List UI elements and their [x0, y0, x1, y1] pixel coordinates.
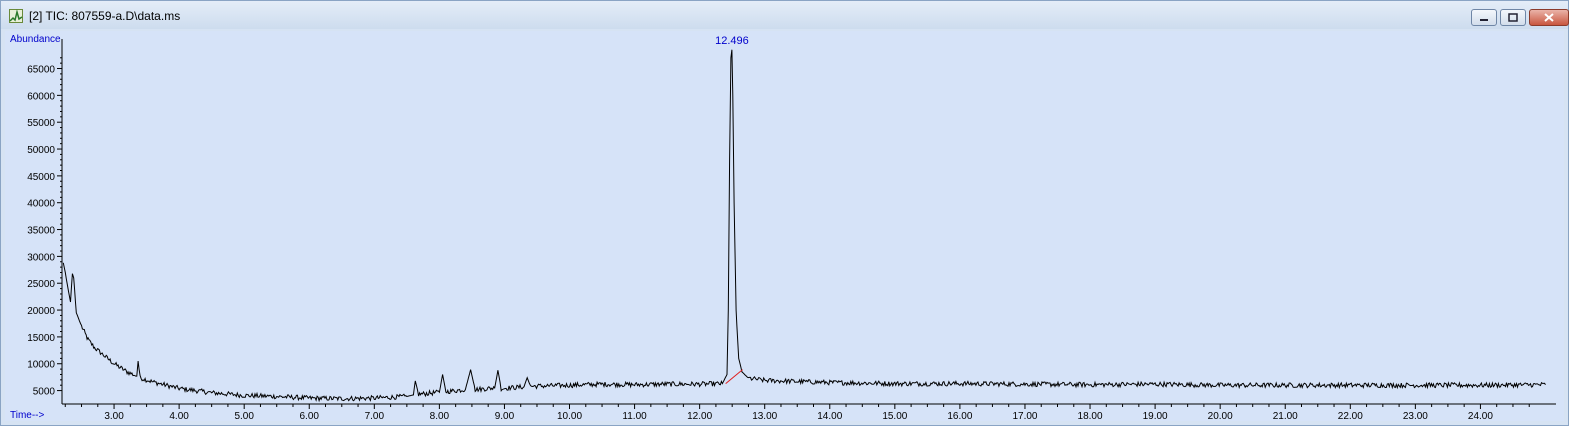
x-tick-label: 8.00: [430, 411, 450, 421]
x-tick-label: 18.00: [1078, 411, 1103, 421]
x-tick-label: 6.00: [300, 411, 320, 421]
x-tick-label: 5.00: [234, 411, 254, 421]
y-tick-label: 60000: [27, 91, 55, 102]
tic-trace-line: [62, 49, 1546, 403]
close-icon: [1544, 13, 1554, 22]
x-tick-label: 17.00: [1012, 411, 1037, 421]
y-tick-label: 40000: [27, 199, 55, 210]
y-tick-label: 30000: [27, 252, 55, 263]
x-ticks: 3.00 4.00 5.00 6.00 7.00 8.00 9.00 10.00 11.00 12…: [64, 404, 1530, 422]
x-tick-label: 23.00: [1403, 411, 1428, 421]
title-bar[interactable]: [2] TIC: 807559-a.D\data.ms: [1, 1, 1569, 29]
y-tick-label: 20000: [27, 306, 55, 317]
y-tick-label: 15000: [27, 333, 55, 344]
close-button[interactable]: [1529, 9, 1569, 26]
x-tick-label: 19.00: [1143, 411, 1168, 421]
peak-label: 12.496: [715, 35, 749, 47]
y-tick-label: 45000: [27, 172, 55, 183]
restore-icon: [1508, 13, 1518, 22]
x-tick-label: 24.00: [1468, 411, 1493, 421]
y-tick-label: 5000: [33, 387, 56, 398]
y-tick-label: 35000: [27, 226, 55, 237]
restore-button[interactable]: [1500, 9, 1526, 26]
y-tick-label: 10000: [27, 360, 55, 371]
chromatogram-icon: [9, 9, 23, 23]
minimize-icon: [1480, 19, 1488, 21]
x-tick-label: 16.00: [947, 411, 972, 421]
peak-baseline-line: [725, 369, 743, 384]
minimize-button[interactable]: [1471, 9, 1497, 26]
window-title: [2] TIC: 807559-a.D\data.ms: [29, 9, 181, 23]
x-tick-label: 14.00: [817, 411, 842, 421]
x-tick-label: 4.00: [169, 411, 189, 421]
x-tick-label: 13.00: [752, 411, 777, 421]
axes: [61, 39, 1556, 405]
x-tick-label: 22.00: [1338, 411, 1363, 421]
x-tick-label: 10.00: [557, 411, 582, 421]
y-axis-label: Abundance: [10, 34, 61, 45]
x-tick-label: 20.00: [1208, 411, 1233, 421]
series-group: [62, 49, 1546, 403]
x-tick-label: 15.00: [882, 411, 907, 421]
y-tick-label: 55000: [27, 118, 55, 129]
y-tick-label: 65000: [27, 65, 55, 76]
plot-area[interactable]: Abundance Time--> 5000 10000 15000 20000 250…: [5, 31, 1564, 422]
y-tick-label: 25000: [27, 279, 55, 290]
x-tick-label: 3.00: [104, 411, 124, 421]
y-tick-label: 50000: [27, 145, 55, 156]
x-axis-label: Time-->: [10, 410, 45, 421]
tic-chart[interactable]: Abundance Time--> 5000 10000 15000 20000 250…: [5, 31, 1564, 422]
y-ticks: 5000 10000 15000 20000 25000 30000 35000 40000 4…: [27, 57, 62, 398]
x-tick-label: 12.00: [687, 411, 712, 421]
x-tick-label: 7.00: [365, 411, 385, 421]
x-tick-label: 21.00: [1273, 411, 1298, 421]
x-tick-label: 11.00: [622, 411, 647, 421]
x-tick-label: 9.00: [495, 411, 515, 421]
